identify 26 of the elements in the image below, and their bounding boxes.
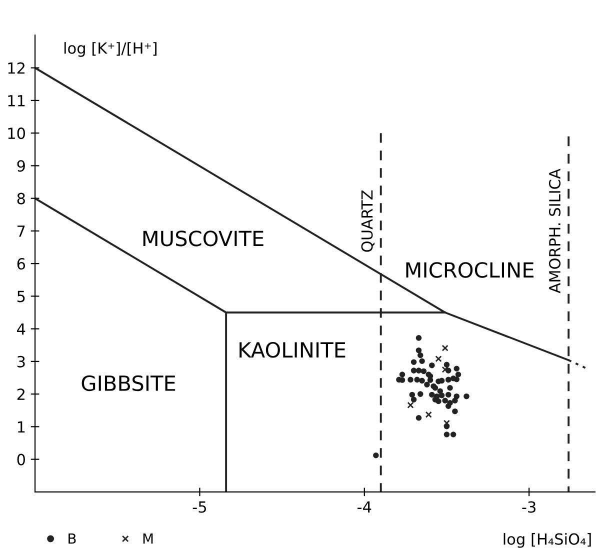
y-tick-label: 12 <box>8 62 24 74</box>
annotation: MUSCOVITE <box>143 230 264 246</box>
legend-label: M <box>143 533 153 544</box>
y-tick-label: 6 <box>17 258 26 270</box>
x-tick-label: -4 <box>358 501 372 513</box>
x-axis-title: log [H₄SiO₄] <box>504 533 591 548</box>
annotation: AMORPH. SILICA <box>548 168 561 294</box>
y-tick-label: 4 <box>17 323 26 335</box>
annotation: GIBBSITE <box>82 375 176 392</box>
x-tick-label: -5 <box>192 501 206 513</box>
legend-label: B <box>68 533 76 544</box>
y-tick-label: 11 <box>8 95 25 106</box>
annotation: MICROCLINE <box>406 262 534 278</box>
y-tick-label: 5 <box>17 290 25 302</box>
y-tick-label: 7 <box>18 226 25 237</box>
y-axis-title: log [K⁺]/[H⁺] <box>64 42 156 57</box>
y-tick-label: 9 <box>17 160 25 172</box>
y-tick-label: 8 <box>17 192 25 204</box>
annotation: KAOLINITE <box>240 342 346 358</box>
y-tick-label: 3 <box>17 356 25 368</box>
x-tick-label: -3 <box>522 501 536 513</box>
y-tick-label: 0 <box>17 454 25 466</box>
y-tick-label: 1 <box>18 421 25 432</box>
annotation: QUARTZ <box>361 190 375 252</box>
y-tick-label: 10 <box>8 128 25 140</box>
y-tick-label: 2 <box>17 388 24 400</box>
